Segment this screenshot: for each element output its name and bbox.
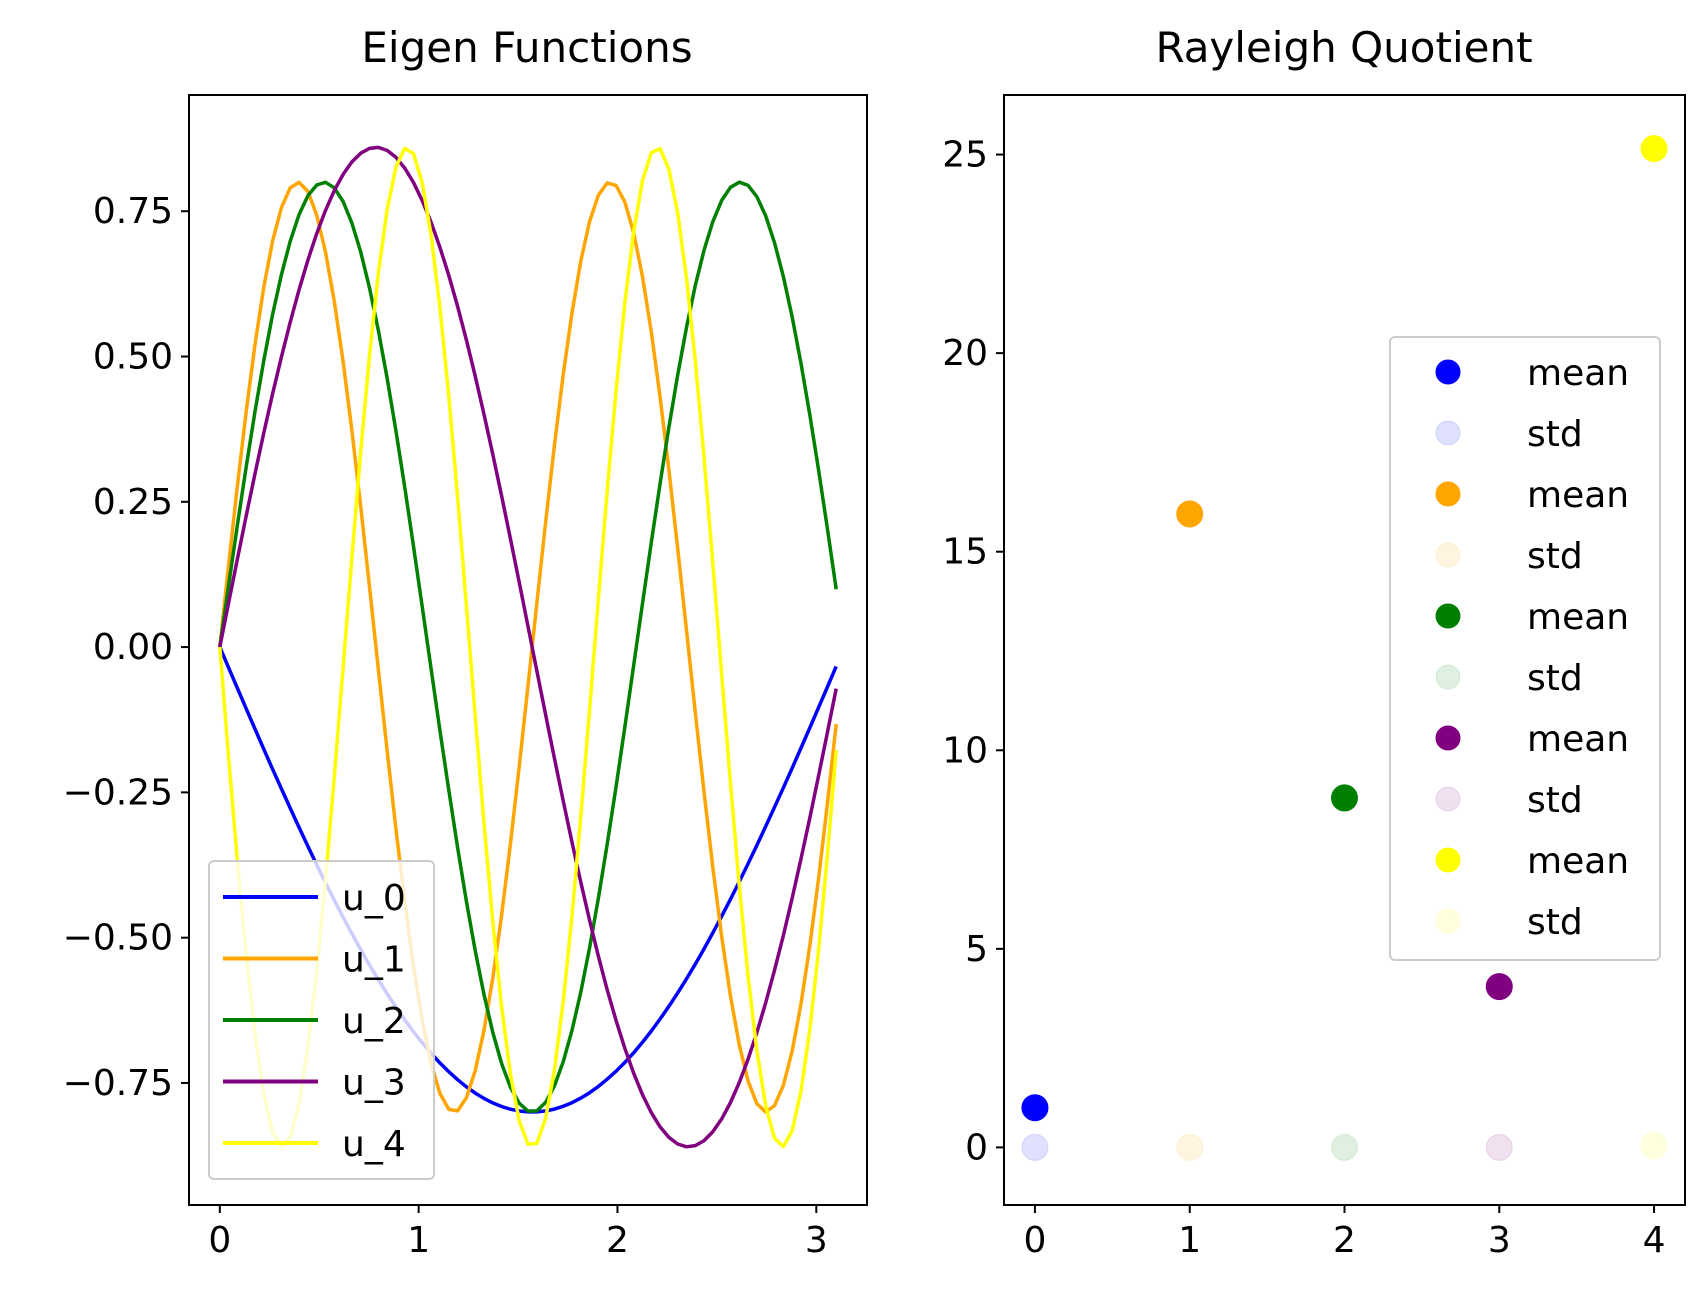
legend-label: std bbox=[1527, 414, 1583, 455]
legend-label: std bbox=[1527, 658, 1583, 699]
x-tick-label: 1 bbox=[407, 1220, 430, 1261]
x-tick-label: 0 bbox=[208, 1220, 231, 1261]
point-mean bbox=[1640, 135, 1668, 163]
legend-marker bbox=[1435, 603, 1461, 629]
series-line-u_1 bbox=[218, 180, 838, 1114]
y-axis-ticks: 25 20 15 10 5 0 bbox=[942, 135, 1004, 1168]
points-group bbox=[1021, 135, 1668, 1161]
legend-marker bbox=[1435, 664, 1461, 690]
y-tick-label: 0.25 bbox=[93, 482, 173, 523]
y-tick-label: 0.75 bbox=[93, 191, 173, 232]
point-std bbox=[1331, 1133, 1358, 1161]
eigen-functions-chart: Eigen Functions 0 1 2 3 0.75 0.50 0.25 0.00 −0.… bbox=[63, 23, 868, 1261]
legend-label: u_0 bbox=[342, 878, 406, 919]
x-axis-ticks: 0 1 2 3 4 bbox=[1024, 1205, 1666, 1261]
y-axis-ticks: 0.75 0.50 0.25 0.00 −0.25 −0.50 −0.75 bbox=[63, 191, 189, 1104]
legend-marker bbox=[1435, 542, 1461, 568]
legend: u_0 u_1 u_2 u_3 u_4 bbox=[208, 860, 435, 1180]
legend-label: u_3 bbox=[342, 1063, 406, 1104]
y-tick-label: 15 bbox=[942, 532, 988, 573]
point-mean bbox=[1331, 784, 1358, 812]
y-tick-label: 5 bbox=[965, 929, 988, 970]
plot-frame bbox=[188, 94, 868, 1206]
y-tick-label: 0.00 bbox=[93, 627, 173, 668]
legend-marker bbox=[1435, 786, 1461, 812]
legend-label: mean bbox=[1527, 597, 1629, 638]
legend-marker bbox=[1435, 725, 1461, 751]
x-axis-ticks: 0 1 2 3 bbox=[208, 1205, 828, 1261]
legend-label: mean bbox=[1527, 719, 1629, 760]
legend-label: u_2 bbox=[342, 1001, 406, 1042]
legend-box bbox=[208, 860, 435, 1180]
y-tick-label: 10 bbox=[942, 730, 988, 771]
point-mean bbox=[1021, 1094, 1049, 1122]
legend-label: mean bbox=[1527, 353, 1629, 394]
legend-marker bbox=[1435, 359, 1461, 385]
x-tick-label: 2 bbox=[1333, 1220, 1356, 1261]
legend-label: std bbox=[1527, 536, 1583, 577]
series-line-u_3 bbox=[218, 145, 838, 1149]
y-tick-label: 20 bbox=[942, 333, 988, 374]
legend-marker bbox=[1435, 847, 1461, 873]
legend-label: mean bbox=[1527, 475, 1629, 516]
x-tick-label: 0 bbox=[1024, 1220, 1047, 1261]
x-tick-label: 2 bbox=[606, 1220, 629, 1261]
x-tick-label: 4 bbox=[1643, 1220, 1666, 1261]
chart-title: Rayleigh Quotient bbox=[1155, 23, 1532, 72]
legend-label: u_1 bbox=[342, 940, 406, 981]
point-std bbox=[1176, 1133, 1204, 1161]
series-line-u_2 bbox=[218, 180, 838, 1113]
x-tick-label: 3 bbox=[805, 1220, 828, 1261]
legend-marker bbox=[1435, 908, 1461, 934]
legend: mean std mean std mean std mean std mean std bbox=[1389, 336, 1661, 961]
legend-label: u_4 bbox=[342, 1124, 406, 1165]
y-tick-label: 25 bbox=[942, 135, 988, 176]
legend-marker bbox=[1435, 420, 1461, 446]
point-mean bbox=[1176, 500, 1204, 528]
point-std bbox=[1640, 1131, 1668, 1159]
rayleigh-quotient-chart: Rayleigh Quotient 0 1 2 3 4 25 20 15 10 5 0 mean s… bbox=[942, 23, 1686, 1261]
chart-title: Eigen Functions bbox=[361, 23, 692, 72]
y-tick-label: −0.25 bbox=[63, 772, 173, 813]
x-tick-label: 1 bbox=[1178, 1220, 1201, 1261]
point-mean bbox=[1485, 973, 1513, 1001]
legend-label: mean bbox=[1527, 841, 1629, 882]
y-tick-label: −0.50 bbox=[63, 918, 173, 959]
y-tick-label: 0.50 bbox=[93, 337, 173, 378]
y-tick-label: 0 bbox=[965, 1127, 988, 1168]
point-std bbox=[1485, 1133, 1513, 1161]
y-tick-label: −0.75 bbox=[63, 1063, 173, 1104]
x-tick-label: 3 bbox=[1488, 1220, 1511, 1261]
legend-marker bbox=[1435, 481, 1461, 507]
point-std bbox=[1021, 1133, 1049, 1161]
legend-label: std bbox=[1527, 902, 1583, 943]
legend-label: std bbox=[1527, 780, 1583, 821]
